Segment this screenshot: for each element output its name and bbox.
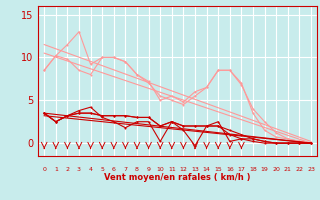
X-axis label: Vent moyen/en rafales ( km/h ): Vent moyen/en rafales ( km/h ) <box>104 174 251 182</box>
